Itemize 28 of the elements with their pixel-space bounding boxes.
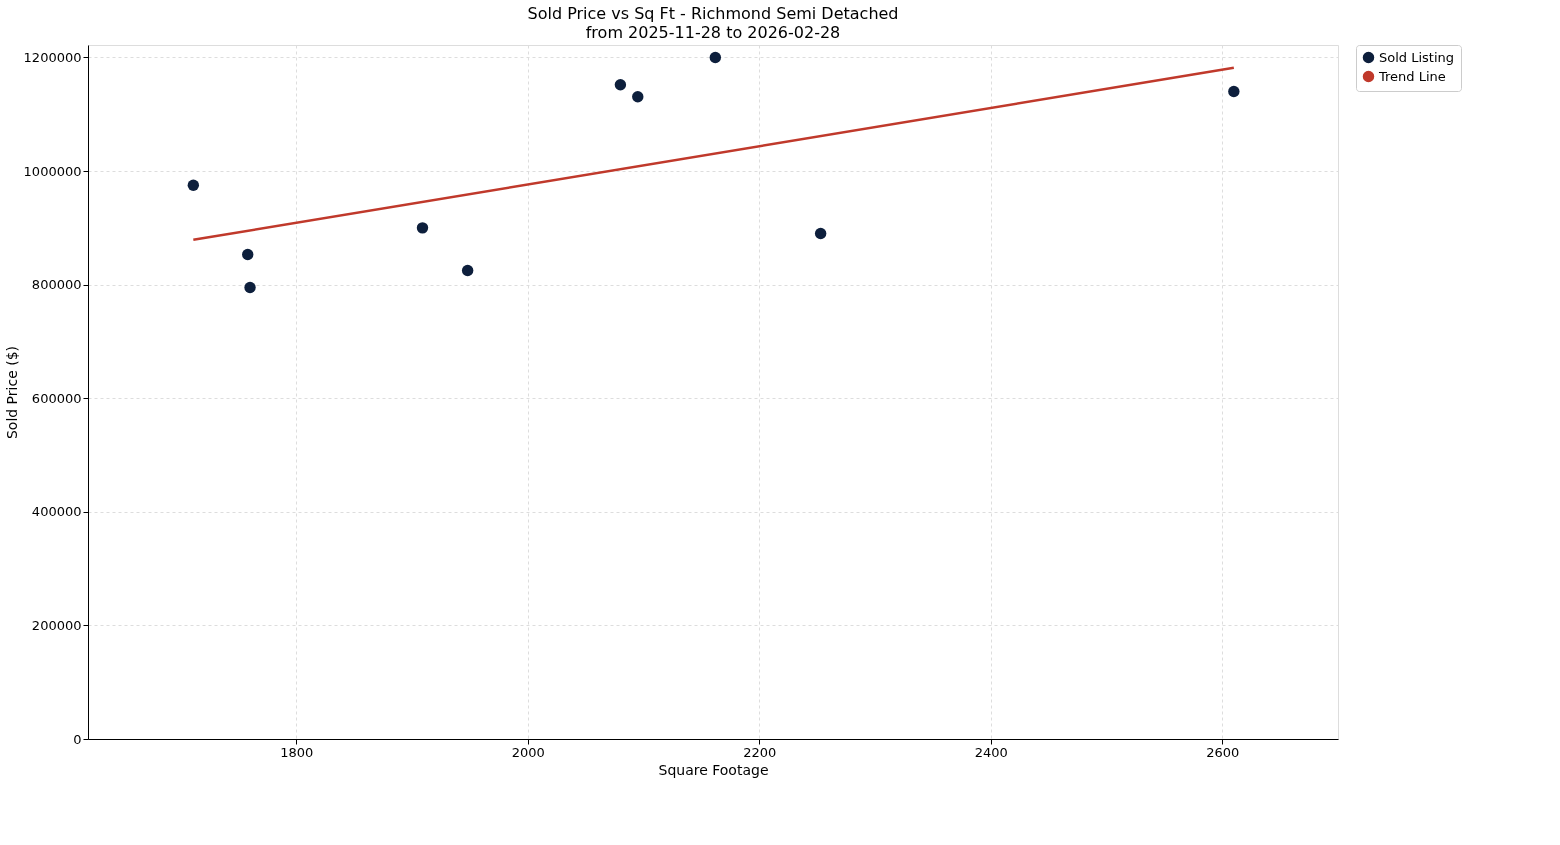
point (242, 248, 254, 261)
y-tick-label: 200000 (31, 617, 82, 633)
point (416, 222, 429, 234)
point (461, 264, 474, 277)
legend-label: Sold Listing (1379, 49, 1455, 65)
x-axis-title: Square Footage (658, 761, 769, 778)
y-tick-label: 400000 (31, 504, 82, 520)
chart-subtitle: from 2025-11-28 to 2026-02-28 (585, 22, 841, 42)
x-tick-label: 2200 (743, 744, 777, 760)
y-tick-label: 1000000 (23, 163, 82, 179)
y-tick-label: 1200000 (23, 49, 82, 65)
y-axis-title: Sold Price ($) (3, 345, 20, 440)
x-tick-label: 2000 (511, 744, 545, 760)
y-tick-label: 0 (73, 731, 82, 747)
x-tick-label: 1800 (280, 744, 314, 760)
point (187, 179, 200, 191)
point (1228, 85, 1240, 98)
point (614, 79, 627, 91)
legend-label: Trend Line (1378, 68, 1446, 84)
point (632, 90, 644, 103)
x-tick-label: 2400 (974, 744, 1008, 760)
point (814, 227, 827, 240)
y-tick-label: 800000 (31, 277, 82, 293)
y-tick-label: 600000 (31, 390, 82, 406)
x-tick-label: 2600 (1206, 744, 1240, 760)
point (709, 51, 722, 64)
chart-title: Sold Price vs Sq Ft - Richmond Semi Detached (527, 3, 899, 23)
point (244, 281, 256, 294)
